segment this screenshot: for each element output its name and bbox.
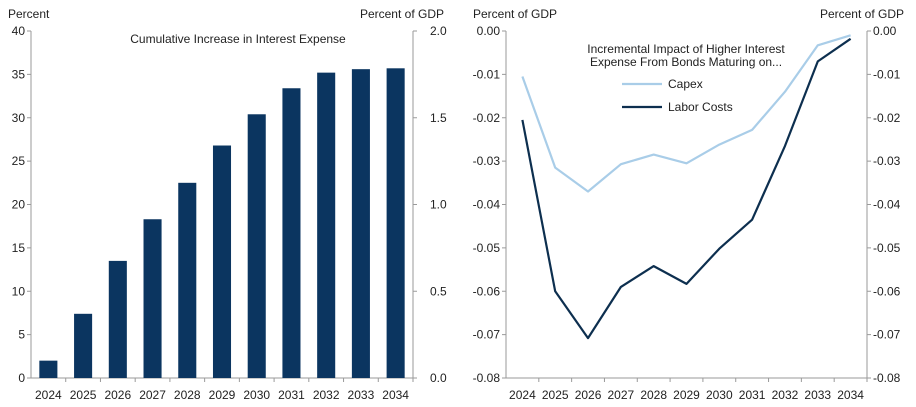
x-tick-label: 2033	[804, 388, 831, 402]
x-tick-label: 2032	[313, 388, 340, 402]
y-tick-label-right: 0.00	[873, 24, 897, 38]
y-tick-label-left: 15	[12, 241, 26, 255]
right-line-chart: Percent of GDP Percent of GDP Incremental …	[473, 7, 904, 402]
y-tick-label-left: 10	[12, 284, 26, 298]
x-tick-label: 2030	[706, 388, 733, 402]
y-tick-label-right: 1.5	[430, 111, 447, 125]
y-tick-label-right: -0.06	[873, 284, 901, 298]
legend-label-labor-costs: Labor Costs	[668, 100, 733, 114]
y-tick-label-right: 0.5	[430, 284, 447, 298]
chart-title-line: Incremental Impact of Higher Interest	[587, 42, 785, 56]
x-tick-label: 2030	[243, 388, 270, 402]
x-tick-label: 2031	[739, 388, 766, 402]
bar-2031	[282, 88, 301, 378]
bar-2026	[108, 260, 127, 378]
x-tick-label: 2026	[575, 388, 602, 402]
bar-2034	[386, 68, 405, 379]
x-tick-label: 2025	[70, 388, 97, 402]
y-tick-label-left: 25	[12, 154, 26, 168]
bar-2025	[74, 313, 93, 378]
y-tick-label-right: -0.03	[873, 154, 901, 168]
y-tick-label-left: 40	[12, 24, 26, 38]
x-tick-label: 2034	[837, 388, 864, 402]
left-bar-chart: Percent Percent of GDP Cumulative Increase…	[8, 7, 447, 402]
x-tick-label: 2029	[209, 388, 236, 402]
y-tick-label-left: -0.01	[473, 67, 501, 81]
y-tick-label-right: -0.08	[873, 371, 901, 385]
right-axis-title: Percent of GDP	[360, 7, 444, 21]
x-tick-label: 2025	[542, 388, 569, 402]
y-tick-label-left: -0.06	[473, 284, 501, 298]
bar-2028	[178, 182, 197, 378]
y-tick-label-left: -0.07	[473, 328, 501, 342]
y-tick-label-right: 2.0	[430, 24, 447, 38]
y-tick-label-left: 20	[12, 198, 26, 212]
y-tick-label-left: -0.08	[473, 371, 501, 385]
y-tick-label-left: -0.02	[473, 111, 501, 125]
bar-2032	[317, 72, 336, 378]
y-tick-label-right: -0.05	[873, 241, 901, 255]
bar-2029	[212, 145, 232, 378]
x-tick-label: 2027	[608, 388, 635, 402]
x-tick-label: 2027	[139, 388, 166, 402]
legend-label-capex: Capex	[668, 77, 703, 91]
x-tick-label: 2029	[673, 388, 700, 402]
series-line-capex	[521, 34, 851, 193]
x-tick-label: 2028	[174, 388, 201, 402]
right-axis-title: Percent of GDP	[820, 7, 904, 21]
y-tick-label-right: -0.02	[873, 111, 901, 125]
y-tick-label-left: 30	[12, 111, 26, 125]
x-tick-label: 2026	[104, 388, 131, 402]
left-axis-title: Percent	[8, 7, 50, 21]
y-tick-label-left: 5	[18, 328, 25, 342]
y-tick-label-right: -0.04	[873, 198, 901, 212]
y-tick-label-left: 0.00	[477, 24, 501, 38]
x-tick-label: 2032	[772, 388, 799, 402]
y-tick-label-right: 0.0	[430, 371, 447, 385]
y-tick-label-left: -0.03	[473, 154, 501, 168]
x-tick-label: 2024	[509, 388, 536, 402]
chart-title: Cumulative Increase in Interest Expense	[130, 32, 346, 46]
y-tick-label-left: -0.04	[473, 198, 501, 212]
x-tick-label: 2033	[348, 388, 375, 402]
bar-2033	[351, 69, 370, 379]
bar-2027	[143, 219, 162, 378]
series-line-labor-costs	[521, 37, 852, 340]
y-tick-label-right: 1.0	[430, 198, 447, 212]
y-tick-label-left: 0	[18, 371, 25, 385]
x-tick-label: 2031	[278, 388, 305, 402]
left-axis-title: Percent of GDP	[473, 7, 557, 21]
bar-2024	[39, 360, 58, 378]
y-tick-label-right: -0.07	[873, 328, 901, 342]
y-tick-label-left: 35	[12, 67, 26, 81]
x-tick-label: 2034	[382, 388, 409, 402]
x-tick-label: 2024	[35, 388, 62, 402]
y-tick-label-right: -0.01	[873, 67, 901, 81]
x-tick-label: 2028	[640, 388, 667, 402]
bar-2030	[247, 114, 266, 378]
y-tick-label-left: -0.05	[473, 241, 501, 255]
chart-title-line: Expense From Bonds Maturing on...	[590, 55, 782, 69]
